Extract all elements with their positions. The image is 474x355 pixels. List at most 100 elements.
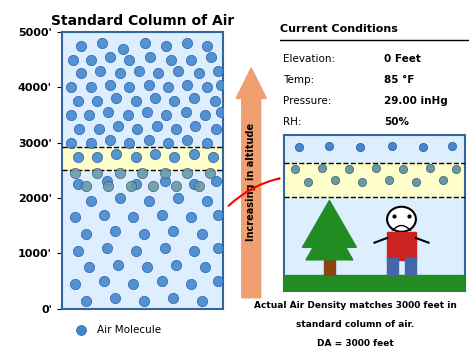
Point — [85, 112, 93, 118]
Point — [195, 183, 202, 189]
Point — [82, 298, 90, 304]
Text: Current Conditions: Current Conditions — [280, 24, 398, 34]
Bar — [324, 247, 335, 275]
Polygon shape — [306, 219, 353, 260]
Point — [138, 170, 146, 176]
Bar — [405, 258, 416, 275]
Point — [203, 140, 210, 146]
Point — [356, 144, 364, 150]
Point — [77, 327, 85, 333]
Circle shape — [387, 207, 416, 232]
Point — [106, 54, 114, 60]
Point — [93, 98, 101, 104]
Text: 85 °F: 85 °F — [384, 75, 414, 85]
Point — [161, 245, 169, 251]
Point — [116, 170, 123, 176]
Point — [172, 183, 180, 189]
Point — [319, 165, 326, 170]
Point — [198, 231, 206, 237]
Point — [203, 198, 210, 204]
Point — [105, 109, 112, 115]
Text: 29.00 inHg: 29.00 inHg — [384, 96, 447, 106]
Point — [132, 248, 139, 253]
Bar — [62, 147, 223, 170]
Point — [174, 68, 182, 73]
Point — [132, 181, 139, 187]
Point — [174, 195, 182, 201]
Point — [183, 40, 191, 46]
Point — [214, 278, 222, 284]
Point — [142, 40, 149, 46]
Polygon shape — [302, 201, 356, 247]
Point — [129, 215, 137, 220]
Point — [151, 151, 159, 157]
Point — [331, 178, 338, 183]
Text: Air Molecule: Air Molecule — [97, 325, 161, 335]
Point — [195, 71, 202, 76]
Point — [201, 112, 209, 118]
Point — [385, 178, 392, 183]
Bar — [387, 232, 416, 260]
Point — [214, 245, 222, 251]
Bar — [284, 163, 465, 197]
Point — [295, 144, 302, 150]
Point — [358, 179, 365, 185]
Point — [153, 123, 161, 129]
Text: Actual Air Density matches 3000 feet in: Actual Air Density matches 3000 feet in — [254, 301, 457, 310]
Text: DA = 3000 feet: DA = 3000 feet — [317, 339, 394, 348]
Point — [87, 84, 94, 90]
Point — [161, 179, 169, 184]
Point — [161, 170, 169, 176]
Point — [143, 264, 151, 270]
Point — [150, 183, 157, 189]
Point — [171, 154, 178, 159]
Point — [346, 166, 353, 172]
Point — [452, 166, 459, 172]
Point — [134, 126, 141, 132]
Point — [82, 231, 90, 237]
Point — [448, 143, 456, 149]
Point — [100, 212, 107, 218]
Point — [71, 281, 78, 287]
Point — [132, 154, 139, 159]
Point — [93, 154, 101, 159]
Point — [67, 84, 75, 90]
Text: Pressure:: Pressure: — [283, 96, 332, 106]
Point — [304, 179, 311, 185]
Point — [167, 57, 175, 62]
Point — [93, 170, 101, 176]
Point — [292, 166, 299, 172]
Point — [126, 57, 133, 62]
Point — [67, 112, 75, 118]
Point — [405, 213, 412, 219]
Point — [419, 144, 427, 150]
Point — [187, 281, 194, 287]
Point — [169, 295, 177, 301]
Point — [95, 126, 102, 132]
Point — [103, 245, 110, 251]
Point — [158, 212, 165, 218]
Point — [116, 195, 123, 201]
Point — [183, 137, 191, 143]
Point — [114, 123, 122, 129]
Point — [67, 140, 75, 146]
Point — [211, 98, 219, 104]
Point — [191, 123, 199, 129]
Point — [85, 264, 93, 270]
Point — [155, 71, 162, 76]
Point — [87, 140, 94, 146]
Point — [87, 57, 94, 62]
Point — [105, 183, 112, 189]
Title: Standard Column of Air: Standard Column of Air — [51, 14, 234, 28]
Point — [190, 248, 198, 253]
Point — [82, 183, 90, 189]
Point — [146, 54, 154, 60]
Point — [97, 68, 104, 73]
Point — [129, 281, 137, 287]
Point — [124, 112, 131, 118]
Point — [126, 140, 133, 146]
Point — [114, 262, 122, 267]
Point — [103, 179, 110, 184]
Bar — [387, 258, 398, 275]
Point — [427, 165, 434, 170]
